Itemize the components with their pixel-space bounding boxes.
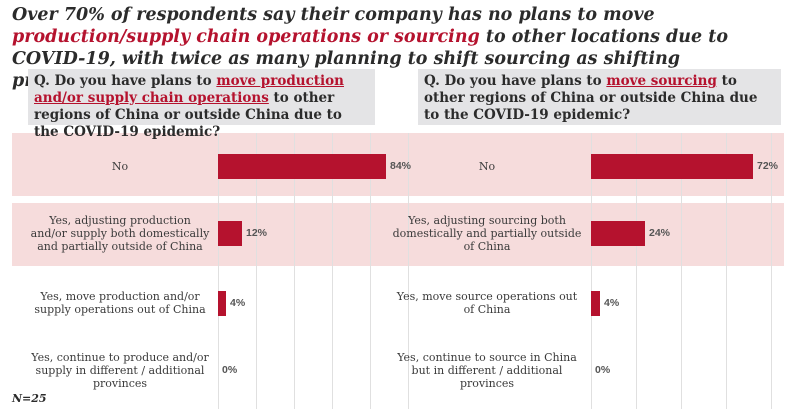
bar [591,153,753,179]
gridline [591,133,592,409]
bar [218,220,242,246]
bar [218,153,386,179]
value-label: 4% [604,297,620,309]
value-label: 0% [222,364,238,376]
bar [591,220,645,246]
value-label: 72% [757,160,779,172]
category-label: Yes, move source operations out of China [396,290,578,316]
question-box-sourcing: Q. Do you have plans to move sourcing to… [418,69,781,125]
category-label: No [478,159,496,173]
headline-text-start: Over 70% of respondents say their compan… [12,5,655,25]
headline-highlight: production/supply chain operations or so… [12,27,480,47]
question-highlight: move production and/or supply chain oper… [34,73,344,106]
category-label: Yes, adjusting production and/or supply … [30,213,210,253]
question-box-production: Q. Do you have plans to move production … [28,69,375,140]
value-label: 84% [390,160,412,172]
gridline [370,133,371,409]
sample-size-footnote: N=25 [12,392,47,405]
headline: Over 70% of respondents say their compan… [12,4,792,92]
value-label: 12% [246,227,268,239]
category-label: Yes, continue to source in China but in … [397,350,577,390]
question-prefix: Q. Do you have plans to [424,73,607,89]
question-suffix: to other regions of China or outside Chi… [34,90,342,140]
value-label: 24% [649,227,671,239]
bar [218,290,226,316]
gridline [256,133,257,409]
gridline [726,133,727,409]
gridline [294,133,295,409]
gridline [636,133,637,409]
category-label: No [111,159,129,173]
question-suffix: to other regions of China or outside Chi… [424,73,758,123]
value-label: 0% [595,364,611,376]
category-label: Yes, adjusting sourcing both domesticall… [392,213,582,253]
gridline [681,133,682,409]
gridline [771,133,772,409]
question-highlight: move sourcing [606,73,717,89]
row-band-adjusting [12,203,784,266]
gridline [218,133,219,409]
category-label: Yes, continue to produce and/or supply i… [31,350,209,390]
question-prefix: Q. Do you have plans to [34,73,217,89]
bar [591,290,600,316]
value-label: 4% [230,297,246,309]
gridline [408,133,409,409]
category-label: Yes, move production and/or supply opera… [34,290,206,316]
gridline [332,133,333,409]
